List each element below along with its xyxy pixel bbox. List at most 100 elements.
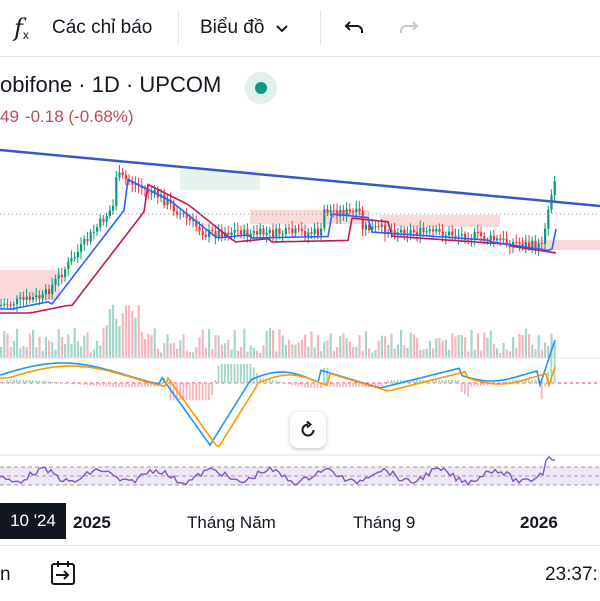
macd-histogram-bar (473, 383, 476, 387)
volume-bar (236, 350, 239, 358)
volume-bar (416, 338, 419, 358)
volume-bar (419, 350, 422, 358)
volume-bar (345, 338, 348, 358)
volume-bar (531, 344, 534, 358)
macd-histogram-bar (476, 383, 479, 387)
macd-histogram-bar (320, 383, 322, 389)
price-change-row: 49 -0.18 (-0.68%) (0, 107, 140, 127)
macd-histogram-bar (316, 383, 319, 389)
volume-bar (70, 344, 73, 358)
redo-button[interactable] (397, 0, 421, 56)
market-status-indicator[interactable] (245, 72, 277, 104)
candle-body (208, 230, 211, 237)
candle-body (467, 240, 470, 242)
macd-histogram-bar (246, 363, 249, 384)
candle-body (304, 230, 307, 237)
function-icon-sub: x (22, 28, 29, 42)
macd-histogram-bar (380, 383, 383, 387)
chart-type-button[interactable]: Biểu đồ (200, 0, 290, 56)
toolbar-divider (178, 10, 179, 44)
undo-button[interactable] (342, 0, 366, 56)
candle-body (89, 232, 92, 242)
macd-histogram-bar (377, 383, 380, 388)
ma-slow-line (0, 183, 557, 314)
candle-body (252, 231, 255, 234)
candle-body (384, 224, 387, 235)
macd-histogram-bar (112, 383, 114, 387)
candle-body (537, 243, 540, 250)
candle-body (281, 234, 284, 236)
candle-body (284, 228, 287, 235)
clock[interactable]: 23:37: (545, 564, 598, 585)
symbol-title[interactable]: obifone · 1D · UPCOM (0, 72, 222, 97)
macd-histogram-bar (307, 383, 309, 388)
volume-bar (115, 319, 118, 358)
price-chart[interactable] (0, 130, 600, 503)
signal-line (0, 365, 556, 448)
candle-body (336, 210, 339, 217)
price-change: -0.18 (-0.68%) (24, 107, 134, 126)
candle-body (3, 303, 6, 305)
volume-bar (297, 342, 300, 358)
volume-bar (150, 334, 153, 358)
candle-body (342, 209, 345, 216)
candle-body (275, 228, 278, 237)
macd-line (0, 339, 556, 447)
volume-bar (336, 347, 339, 358)
bottom-bar: n 23:37: (0, 545, 600, 601)
trend-line[interactable] (0, 148, 600, 208)
candle-body (73, 257, 76, 259)
macd-histogram-bar (428, 380, 431, 384)
macd-histogram-bar (409, 380, 412, 384)
candle-body (25, 296, 28, 300)
macd-histogram-bar (48, 381, 50, 384)
last-price: 49 (0, 107, 19, 126)
macd-histogram-bar (12, 379, 15, 384)
calendar-goto-icon (51, 561, 75, 585)
candle-body (188, 218, 191, 221)
volume-bar (201, 329, 204, 358)
candle-body (476, 231, 479, 233)
volume-bar (243, 328, 246, 358)
candle-body (496, 238, 499, 241)
volume-bar (32, 329, 35, 358)
cloud-region (520, 240, 600, 250)
candle-body (499, 238, 502, 240)
volume-bar (374, 350, 377, 358)
macd-histogram-bar (444, 380, 447, 384)
candle-body (332, 210, 335, 212)
volume-bar (508, 351, 511, 358)
candle-body (19, 297, 22, 299)
time-tick: 2026 (520, 513, 558, 532)
volume-bar (448, 349, 451, 358)
goto-date-button[interactable] (48, 558, 78, 593)
candle-body (41, 294, 44, 299)
volume-bar (214, 335, 217, 358)
macd-histogram-bar (553, 347, 556, 384)
volume-bar (211, 349, 214, 358)
macd-histogram-bar (236, 363, 239, 384)
bottom-left-label[interactable]: n (0, 564, 11, 585)
volume-bar (496, 348, 499, 358)
candle-body (310, 232, 313, 234)
candle-body (204, 235, 207, 237)
volume-bar (112, 304, 115, 358)
candle-body (70, 258, 73, 262)
volume-bar (217, 335, 220, 358)
volume-bar (502, 342, 505, 358)
macd-histogram-bar (540, 383, 543, 400)
volume-bar (425, 348, 428, 358)
volume-bar (476, 332, 479, 358)
candle-body (124, 175, 127, 180)
fx-button[interactable]: f x (14, 0, 29, 56)
macd-histogram-bar (339, 383, 341, 388)
volume-bar (528, 334, 531, 358)
macd-histogram-bar (284, 382, 287, 384)
volume-bar (534, 349, 537, 358)
volume-bar (176, 348, 179, 358)
macd-histogram-bar (505, 381, 508, 384)
reset-chart-button[interactable] (290, 412, 326, 448)
indicators-button[interactable]: Các chỉ báo (52, 0, 152, 56)
volume-bar (265, 331, 268, 358)
macd-histogram-bar (128, 383, 130, 388)
